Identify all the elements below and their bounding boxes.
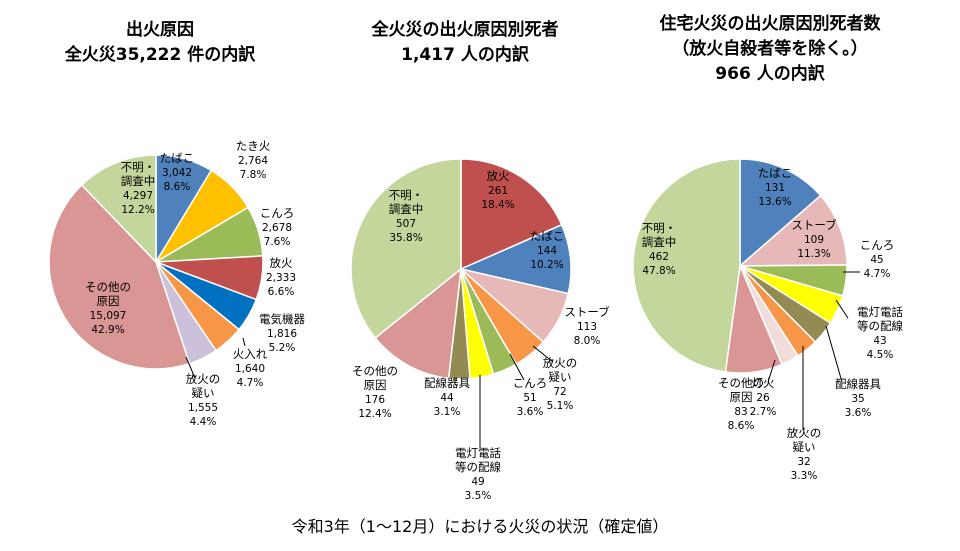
- chart-1-label-3: こんろ 2,678 7.6%: [260, 206, 295, 248]
- chart-3-leader-5: [825, 325, 843, 383]
- chart-1-label-6: 火入れ 1,640 4.7%: [233, 347, 268, 389]
- chart-1-slice-8: [48, 183, 191, 370]
- chart-2-label-2: たばこ 144 10.2%: [530, 229, 565, 271]
- chart-1-label-8: その他の原因 15,097 42.9%: [85, 280, 131, 336]
- chart-1-leader-7: [185, 356, 196, 379]
- chart-1-label-9: 不明・調査中 4,297 12.2%: [121, 160, 156, 216]
- chart-2-label-8: その他の原因 176 12.4%: [352, 364, 398, 420]
- chart-2-title: 全火災の出火原因別死者 1,417 人の内訳: [371, 20, 559, 65]
- chart-2-leader-5: [509, 353, 525, 381]
- chart-3-title: 住宅火災の出火原因別死者数 （放火自殺者等を除く。） 966 人の内訳: [659, 14, 881, 84]
- chart-2-slice-9: [350, 158, 462, 339]
- chart-3-label-5: 配線器具 35 3.6%: [835, 377, 881, 419]
- chart-1-slice-9: [80, 154, 157, 264]
- chart-3-slice-1: [739, 158, 822, 268]
- chart-3-label-8: その他の原因 83 8.6%: [718, 376, 764, 432]
- footnote: 令和3年（1～12月）における火災の状況（確定値）: [291, 517, 669, 536]
- chart-3-label-2: ストーブ 109 11.3%: [791, 218, 837, 260]
- chart-2-label-4: 放火の疑い 72 5.1%: [543, 356, 578, 412]
- chart-2-label-3: ストーブ 113 8.0%: [564, 305, 610, 347]
- chart-1-leader-6: [242, 337, 246, 347]
- chart-1-title: 出火原因 全火災35,222 件の内訳: [64, 20, 256, 65]
- chart-3-label-3: こんろ 45 4.7%: [860, 238, 895, 280]
- chart-3-slice-2: [737, 194, 848, 267]
- chart-2-label-5: こんろ 51 3.6%: [513, 376, 548, 418]
- chart-3-slice-9: [632, 158, 741, 373]
- chart-1-label-1: たばこ 3,042 8.6%: [160, 151, 195, 193]
- chart-1-label-5: 電気機器 1,816 5.2%: [259, 312, 305, 354]
- chart-2-slice-8: [374, 267, 462, 380]
- chart-3-label-1: たばこ 131 13.6%: [758, 166, 793, 208]
- chart-1-label-2: たき火 2,764 7.8%: [236, 139, 271, 181]
- chart-2-slice-1: [460, 158, 563, 271]
- chart-1-label-4: 放火 2,333 6.6%: [266, 256, 296, 298]
- chart-2-label-1: 放火 261 18.4%: [481, 169, 514, 211]
- chart-2-label-7: 配線器具 44 3.1%: [424, 376, 470, 418]
- chart-2-leader-4: [532, 345, 554, 363]
- chart-3-label-9: 不明・調査中 462 47.8%: [642, 221, 677, 277]
- chart-3-leader-7: [767, 359, 776, 383]
- chart-2-slice-2: [458, 223, 572, 295]
- chart-3-leader-4: [835, 299, 849, 319]
- chart-3-label-4: 電灯電話等の配線 43 4.5%: [857, 305, 903, 361]
- chart-3-label-6: 放火の疑い 32 3.3%: [787, 426, 822, 482]
- chart-1-label-7: 放火の疑い 1,555 4.4%: [186, 372, 221, 428]
- chart-2-label-9: 不明・調査中 507 35.8%: [389, 188, 424, 244]
- chart-3-label-7: 灯火 26 2.7%: [750, 376, 777, 418]
- chart-2-label-6: 電灯電話等の配線 49 3.5%: [455, 446, 501, 502]
